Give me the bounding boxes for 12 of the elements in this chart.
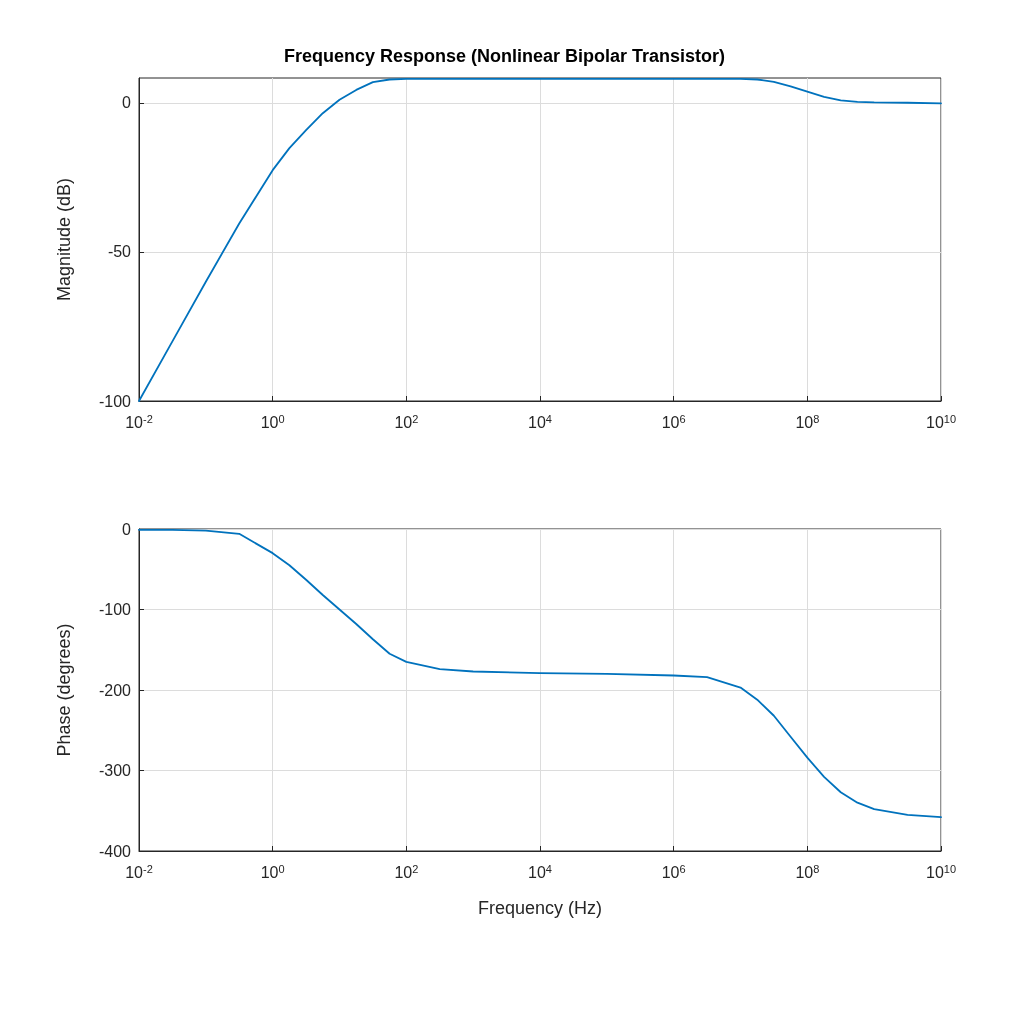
y-tick-label: 0: [122, 520, 132, 538]
y-tick-label: -200: [98, 681, 132, 699]
y-tick-label: -300: [98, 762, 132, 779]
y-tick-label: -400: [98, 842, 132, 860]
chart-title: Frequency Response (Nonlinear Bipolar Transistor): [283, 46, 726, 66]
y-axis-title: Magnitude (dB): [54, 177, 74, 302]
y-tick-label: -50: [107, 243, 132, 261]
y-tick-label: -100: [98, 392, 132, 410]
x-axis-title: Frequency (Hz): [477, 898, 603, 918]
y-tick-label: -100: [98, 601, 132, 618]
y-tick-label: 0: [122, 94, 132, 112]
y-axis-title: Phase (degrees): [54, 623, 74, 757]
